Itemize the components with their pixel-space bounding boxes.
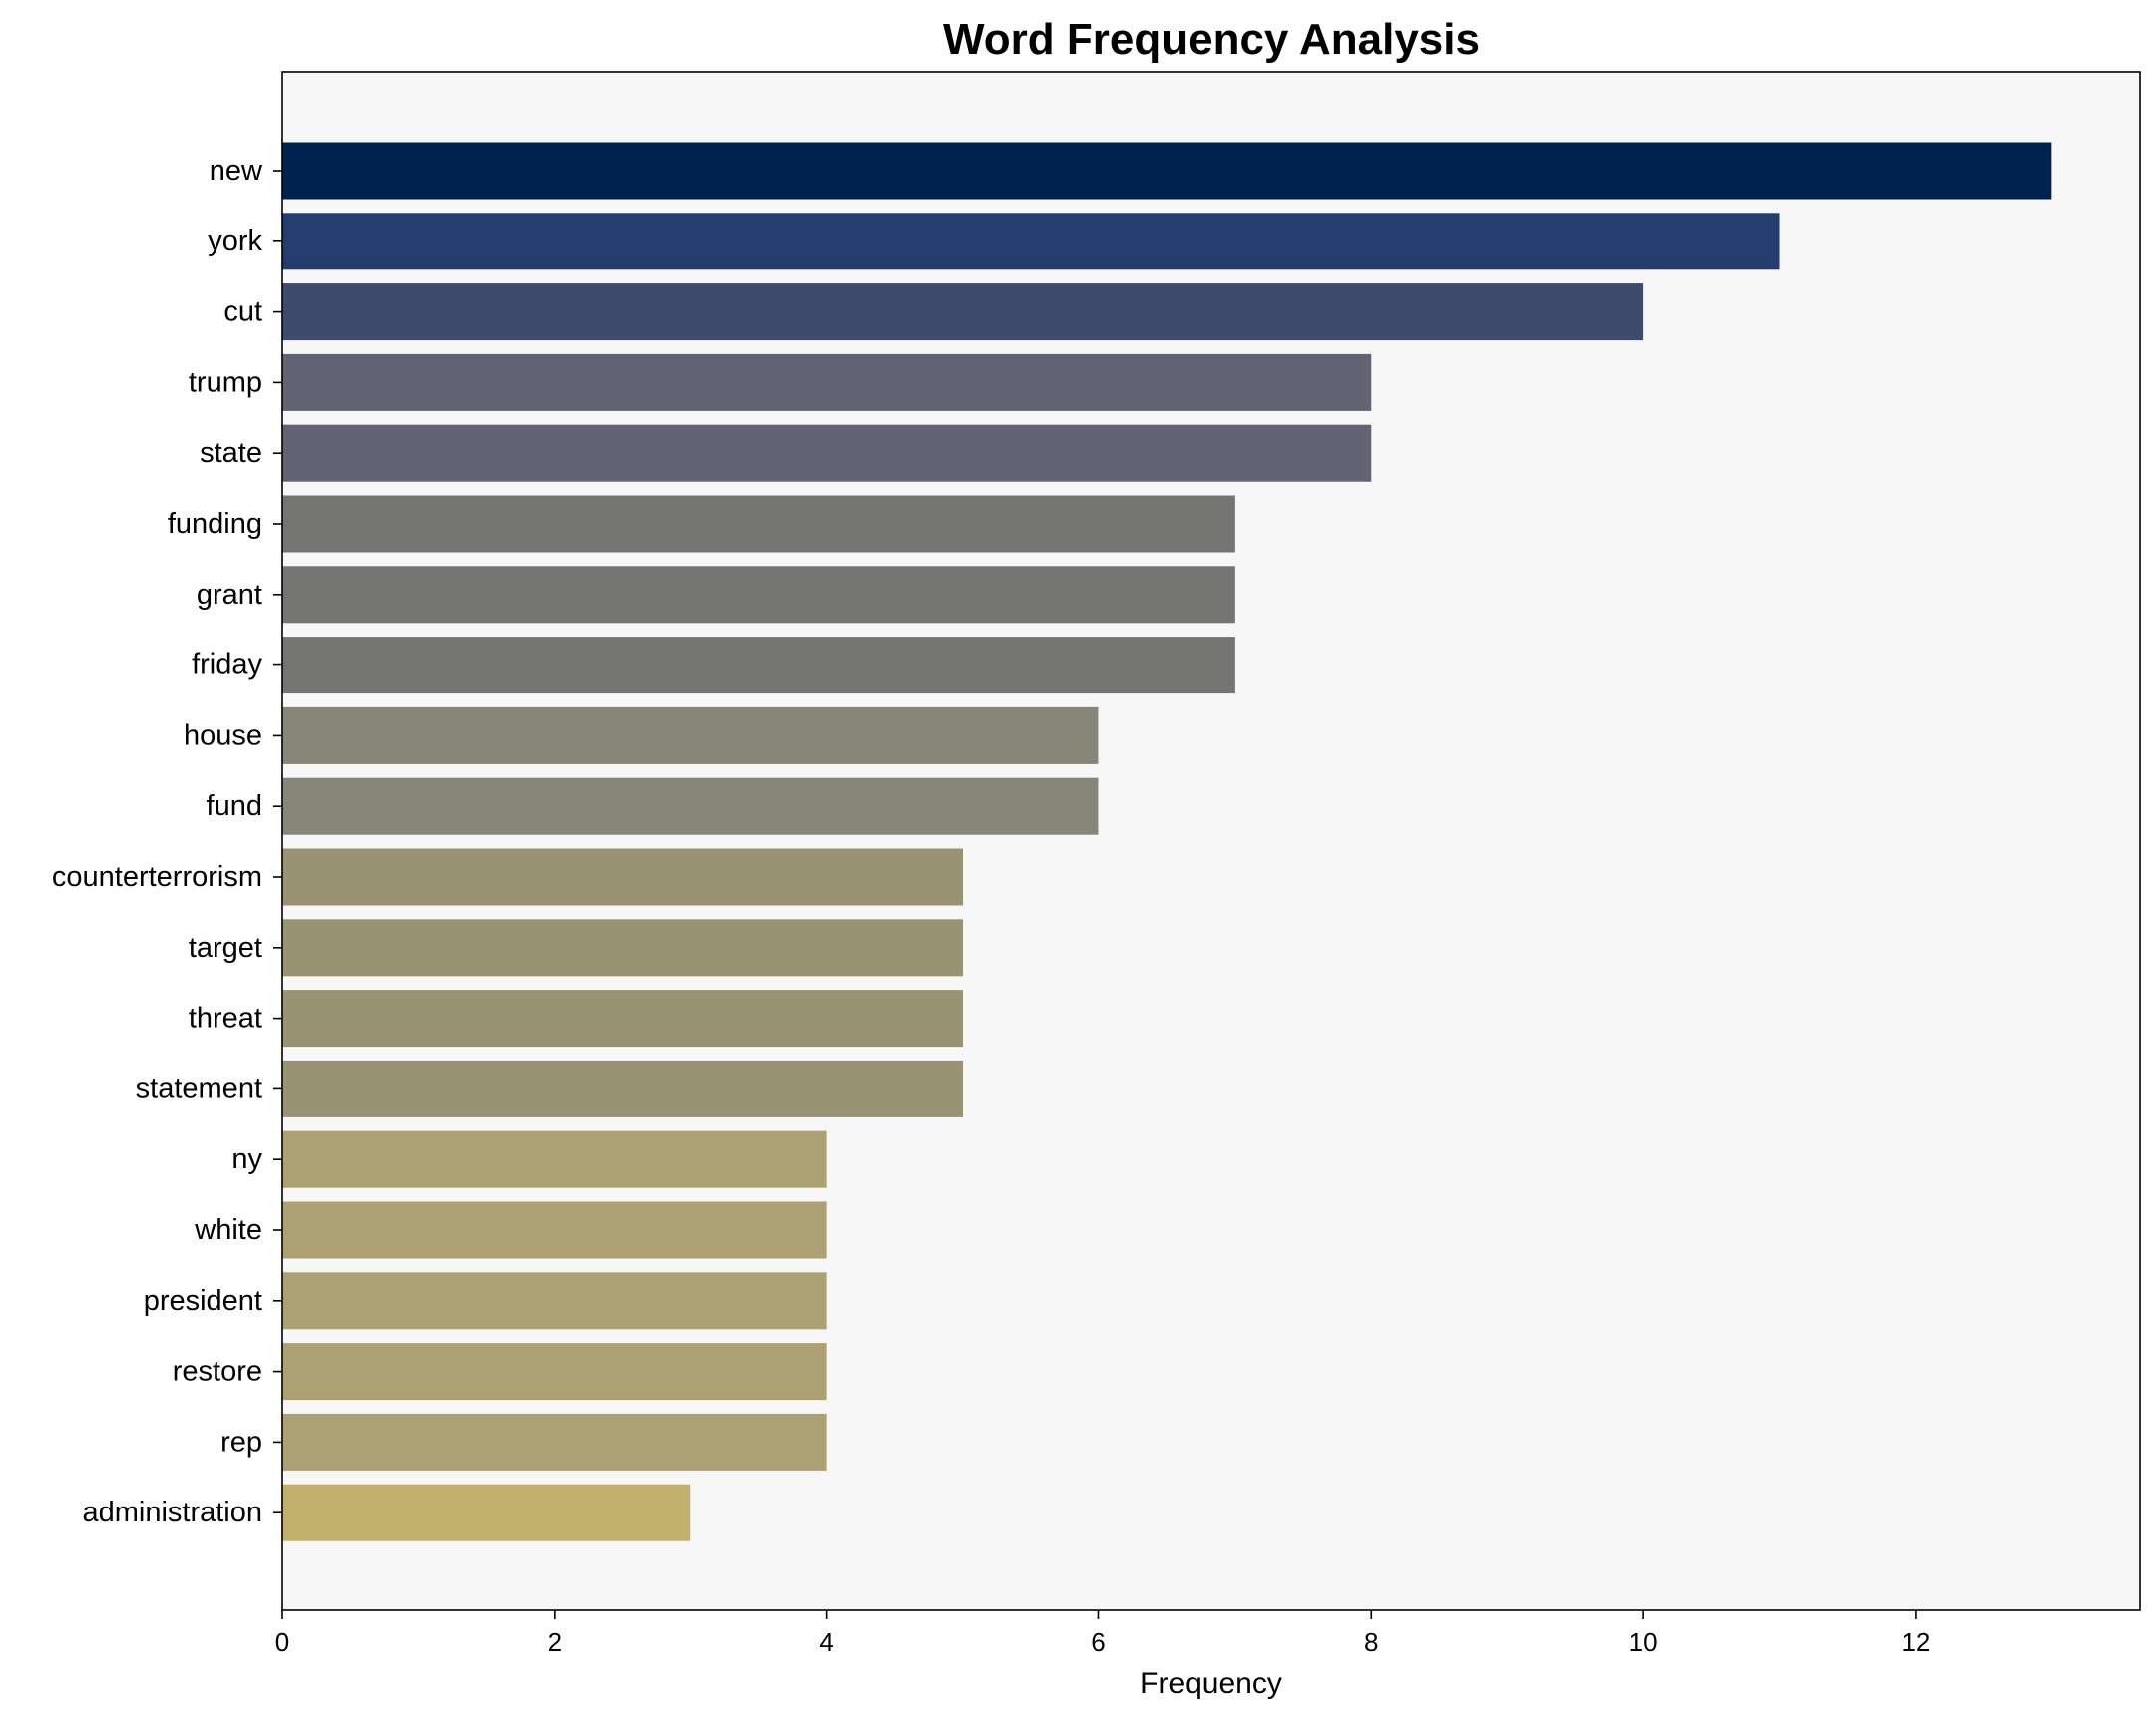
x-tick-label: 12 [1901, 1627, 1930, 1657]
x-tick-label: 10 [1629, 1627, 1658, 1657]
plot-frame [281, 71, 2141, 1611]
y-tick-label: house [184, 719, 262, 751]
bar-rep [282, 1413, 827, 1471]
y-tick-label: cut [223, 296, 262, 328]
y-tick-label: funding [168, 508, 262, 540]
y-tick-label: new [210, 155, 263, 187]
y-tick-label: trump [189, 366, 262, 398]
x-tick-label: 0 [275, 1627, 289, 1657]
y-tick-label: white [194, 1214, 262, 1246]
bar-house [282, 706, 1099, 764]
y-tick-label: counterterrorism [52, 861, 262, 893]
bar-threat [282, 990, 964, 1048]
bar-funding [282, 495, 1235, 553]
y-tick-label: grant [197, 579, 262, 611]
y-tick-label: administration [82, 1497, 262, 1528]
bar-friday [282, 637, 1235, 694]
y-tick-label: state [200, 437, 262, 469]
y-tick-label: president [144, 1285, 262, 1317]
x-axis-label: Frequency [1140, 1667, 1282, 1700]
y-tick-label: threat [189, 1003, 262, 1035]
bar-administration [282, 1484, 691, 1541]
y-axis: new york cut trump state funding grant friday ho… [52, 155, 282, 1528]
y-tick-label: fund [207, 790, 262, 822]
y-tick-label: rep [220, 1426, 262, 1458]
bar-trump [282, 353, 1372, 411]
bar-new [282, 142, 2052, 200]
bar-white [282, 1201, 827, 1259]
x-tick-label: 2 [548, 1627, 562, 1657]
y-tick-label: ny [231, 1143, 262, 1175]
bar-ny [282, 1130, 827, 1188]
x-axis: 0 2 4 6 8 10 12 [275, 1610, 1930, 1657]
bar-counterterrorism [282, 848, 964, 906]
y-tick-label: restore [173, 1356, 262, 1388]
y-tick-label: statement [136, 1073, 262, 1104]
bars-layer [282, 142, 2052, 1541]
bar-state [282, 424, 1372, 482]
bar-president [282, 1272, 827, 1330]
y-tick-label: target [189, 932, 262, 964]
bar-statement [282, 1060, 964, 1117]
bar-fund [282, 777, 1099, 835]
y-tick-label: york [208, 225, 262, 257]
bar-restore [282, 1343, 827, 1401]
x-tick-label: 4 [819, 1627, 833, 1657]
bar-cut [282, 283, 1644, 341]
x-tick-label: 6 [1091, 1627, 1105, 1657]
bar-grant [282, 566, 1235, 624]
x-tick-label: 8 [1364, 1627, 1378, 1657]
bar-target [282, 919, 964, 977]
bar-york [282, 213, 1780, 270]
chart-title: Word Frequency Analysis [943, 15, 1480, 64]
y-tick-label: friday [192, 649, 262, 681]
